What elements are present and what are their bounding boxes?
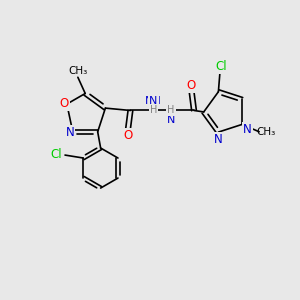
Text: O: O [186, 79, 196, 92]
Text: N: N [243, 123, 252, 136]
Text: O: O [123, 129, 133, 142]
Text: O: O [59, 97, 68, 110]
Text: N: N [167, 115, 175, 125]
Text: N: N [214, 133, 223, 146]
Text: NH: NH [145, 96, 162, 106]
Text: N: N [149, 96, 158, 106]
Text: Cl: Cl [50, 148, 62, 161]
Text: H: H [150, 106, 157, 116]
Text: CH₃: CH₃ [256, 128, 275, 137]
Text: N: N [65, 126, 74, 139]
Text: Cl: Cl [215, 60, 227, 73]
Text: H: H [167, 106, 175, 116]
Text: CH₃: CH₃ [68, 66, 88, 76]
